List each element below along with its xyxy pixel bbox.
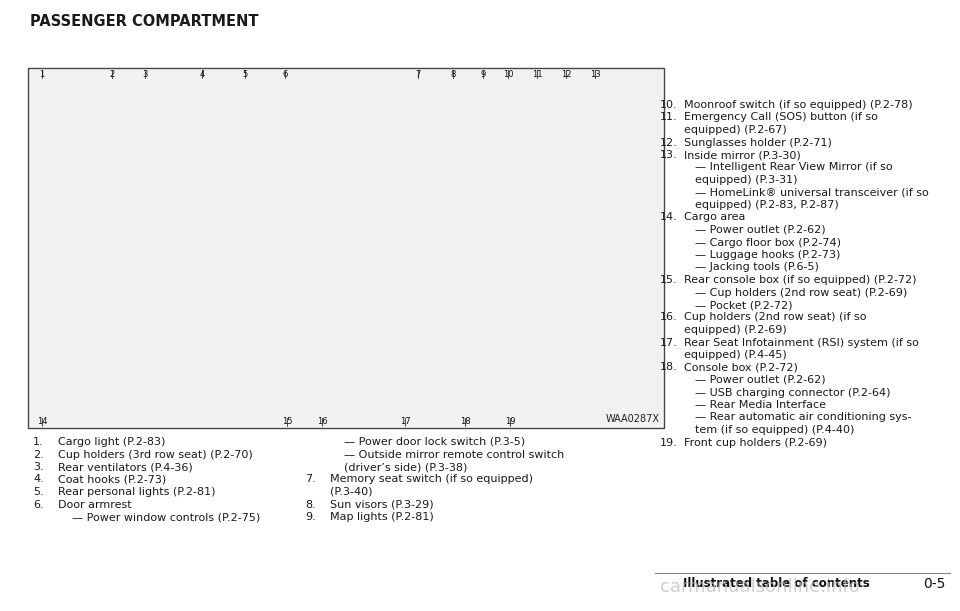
Text: 13: 13 [589,70,600,79]
Text: 2: 2 [109,70,114,79]
Text: Rear console box (if so equipped) (P.2‑72): Rear console box (if so equipped) (P.2‑7… [684,275,917,285]
Text: Console box (P.2‑72): Console box (P.2‑72) [684,362,798,373]
Text: 11.: 11. [660,112,678,122]
Text: 5: 5 [242,70,248,79]
Text: Coat hooks (P.2‑73): Coat hooks (P.2‑73) [58,475,166,485]
Bar [28,68,664,428]
Text: 6: 6 [282,70,288,79]
Text: 12.: 12. [660,137,678,147]
Text: — Cup holders (2nd row seat) (P.2‑69): — Cup holders (2nd row seat) (P.2‑69) [695,288,907,298]
Text: 19.: 19. [660,437,678,447]
Text: 9.: 9. [305,512,316,522]
Text: 11: 11 [532,70,542,79]
Text: — Power outlet (P.2‑62): — Power outlet (P.2‑62) [695,375,826,385]
Text: 8: 8 [450,70,456,79]
Text: — Pocket (P.2‑72): — Pocket (P.2‑72) [695,300,793,310]
Text: — Power outlet (P.2‑62): — Power outlet (P.2‑62) [695,225,826,235]
Text: — Outside mirror remote control switch: — Outside mirror remote control switch [344,450,564,459]
Text: Rear ventilators (P.4‑36): Rear ventilators (P.4‑36) [58,462,193,472]
Text: 14.: 14. [660,213,678,222]
Text: 10: 10 [503,70,514,79]
Text: 9: 9 [480,70,486,79]
Text: 10.: 10. [660,100,678,110]
Text: Cup holders (3rd row seat) (P.2‑70): Cup holders (3rd row seat) (P.2‑70) [58,450,252,459]
Text: Front cup holders (P.2‑69): Front cup holders (P.2‑69) [684,437,827,447]
Text: (driver’s side) (P.3‑38): (driver’s side) (P.3‑38) [344,462,468,472]
Text: Door armrest: Door armrest [58,500,132,510]
Text: 18.: 18. [660,362,678,373]
Text: equipped) (P.2‑67): equipped) (P.2‑67) [684,125,787,135]
Text: — Intelligent Rear View Mirror (if so: — Intelligent Rear View Mirror (if so [695,163,893,172]
Text: — Rear automatic air conditioning sys‑: — Rear automatic air conditioning sys‑ [695,412,911,422]
Text: 1.: 1. [33,437,43,447]
Text: — Cargo floor box (P.2‑74): — Cargo floor box (P.2‑74) [695,238,841,247]
Text: Map lights (P.2‑81): Map lights (P.2‑81) [330,512,434,522]
Text: 17: 17 [399,417,410,426]
Text: 3: 3 [142,70,148,79]
Text: 16: 16 [317,417,327,426]
Text: Cargo area: Cargo area [684,213,745,222]
Text: 15: 15 [281,417,292,426]
Text: 5.: 5. [33,487,43,497]
Text: — USB charging connector (P.2‑64): — USB charging connector (P.2‑64) [695,387,891,398]
Text: equipped) (P.2‑69): equipped) (P.2‑69) [684,325,787,335]
Text: 14: 14 [36,417,47,426]
Text: 19: 19 [505,417,516,426]
Text: Inside mirror (P.3‑30): Inside mirror (P.3‑30) [684,150,801,160]
Text: 16.: 16. [660,312,678,323]
Text: Rear Seat Infotainment (RSI) system (if so: Rear Seat Infotainment (RSI) system (if … [684,337,919,348]
Text: tem (if so equipped) (P.4‑40): tem (if so equipped) (P.4‑40) [695,425,854,435]
Text: — Luggage hooks (P.2‑73): — Luggage hooks (P.2‑73) [695,250,840,260]
Text: 3.: 3. [33,462,43,472]
Text: 2.: 2. [33,450,44,459]
Bar [30,70,662,426]
Text: Cup holders (2nd row seat) (if so: Cup holders (2nd row seat) (if so [684,312,867,323]
Text: — Jacking tools (P.6‑5): — Jacking tools (P.6‑5) [695,263,819,273]
Text: PASSENGER COMPARTMENT: PASSENGER COMPARTMENT [30,14,258,29]
Text: — Power window controls (P.2‑75): — Power window controls (P.2‑75) [72,512,260,522]
Text: 0-5: 0-5 [923,577,945,591]
Text: Memory seat switch (if so equipped): Memory seat switch (if so equipped) [330,475,533,485]
Text: Emergency Call (SOS) button (if so: Emergency Call (SOS) button (if so [684,112,877,122]
Text: — Rear Media Interface: — Rear Media Interface [695,400,826,410]
Text: equipped) (P.3‑31): equipped) (P.3‑31) [695,175,798,185]
Text: 18: 18 [460,417,470,426]
Text: 15.: 15. [660,275,678,285]
Text: Illustrated table of contents: Illustrated table of contents [684,577,870,590]
Text: Rear personal lights (P.2‑81): Rear personal lights (P.2‑81) [58,487,215,497]
Text: 7: 7 [416,70,420,79]
Text: 1: 1 [39,70,44,79]
Text: 4: 4 [200,70,204,79]
Text: 12: 12 [561,70,571,79]
Text: equipped) (P.2‑83, P.2‑87): equipped) (P.2‑83, P.2‑87) [695,200,839,210]
Text: equipped) (P.4‑45): equipped) (P.4‑45) [684,350,787,360]
Text: carmanualsonline.info: carmanualsonline.info [660,578,860,596]
Text: Sun visors (P.3‑29): Sun visors (P.3‑29) [330,500,434,510]
Text: 6.: 6. [33,500,43,510]
Text: Sunglasses holder (P.2‑71): Sunglasses holder (P.2‑71) [684,137,832,147]
Text: Moonroof switch (if so equipped) (P.2‑78): Moonroof switch (if so equipped) (P.2‑78… [684,100,913,110]
Text: — HomeLink® universal transceiver (if so: — HomeLink® universal transceiver (if so [695,188,928,197]
Text: 17.: 17. [660,337,678,348]
Text: 13.: 13. [660,150,678,160]
Text: — Power door lock switch (P.3‑5): — Power door lock switch (P.3‑5) [344,437,525,447]
Text: 4.: 4. [33,475,44,485]
Text: 7.: 7. [305,475,316,485]
Text: 8.: 8. [305,500,316,510]
Text: (P.3‑40): (P.3‑40) [330,487,372,497]
Text: Cargo light (P.2‑83): Cargo light (P.2‑83) [58,437,165,447]
Text: WAA0287X: WAA0287X [606,414,660,424]
